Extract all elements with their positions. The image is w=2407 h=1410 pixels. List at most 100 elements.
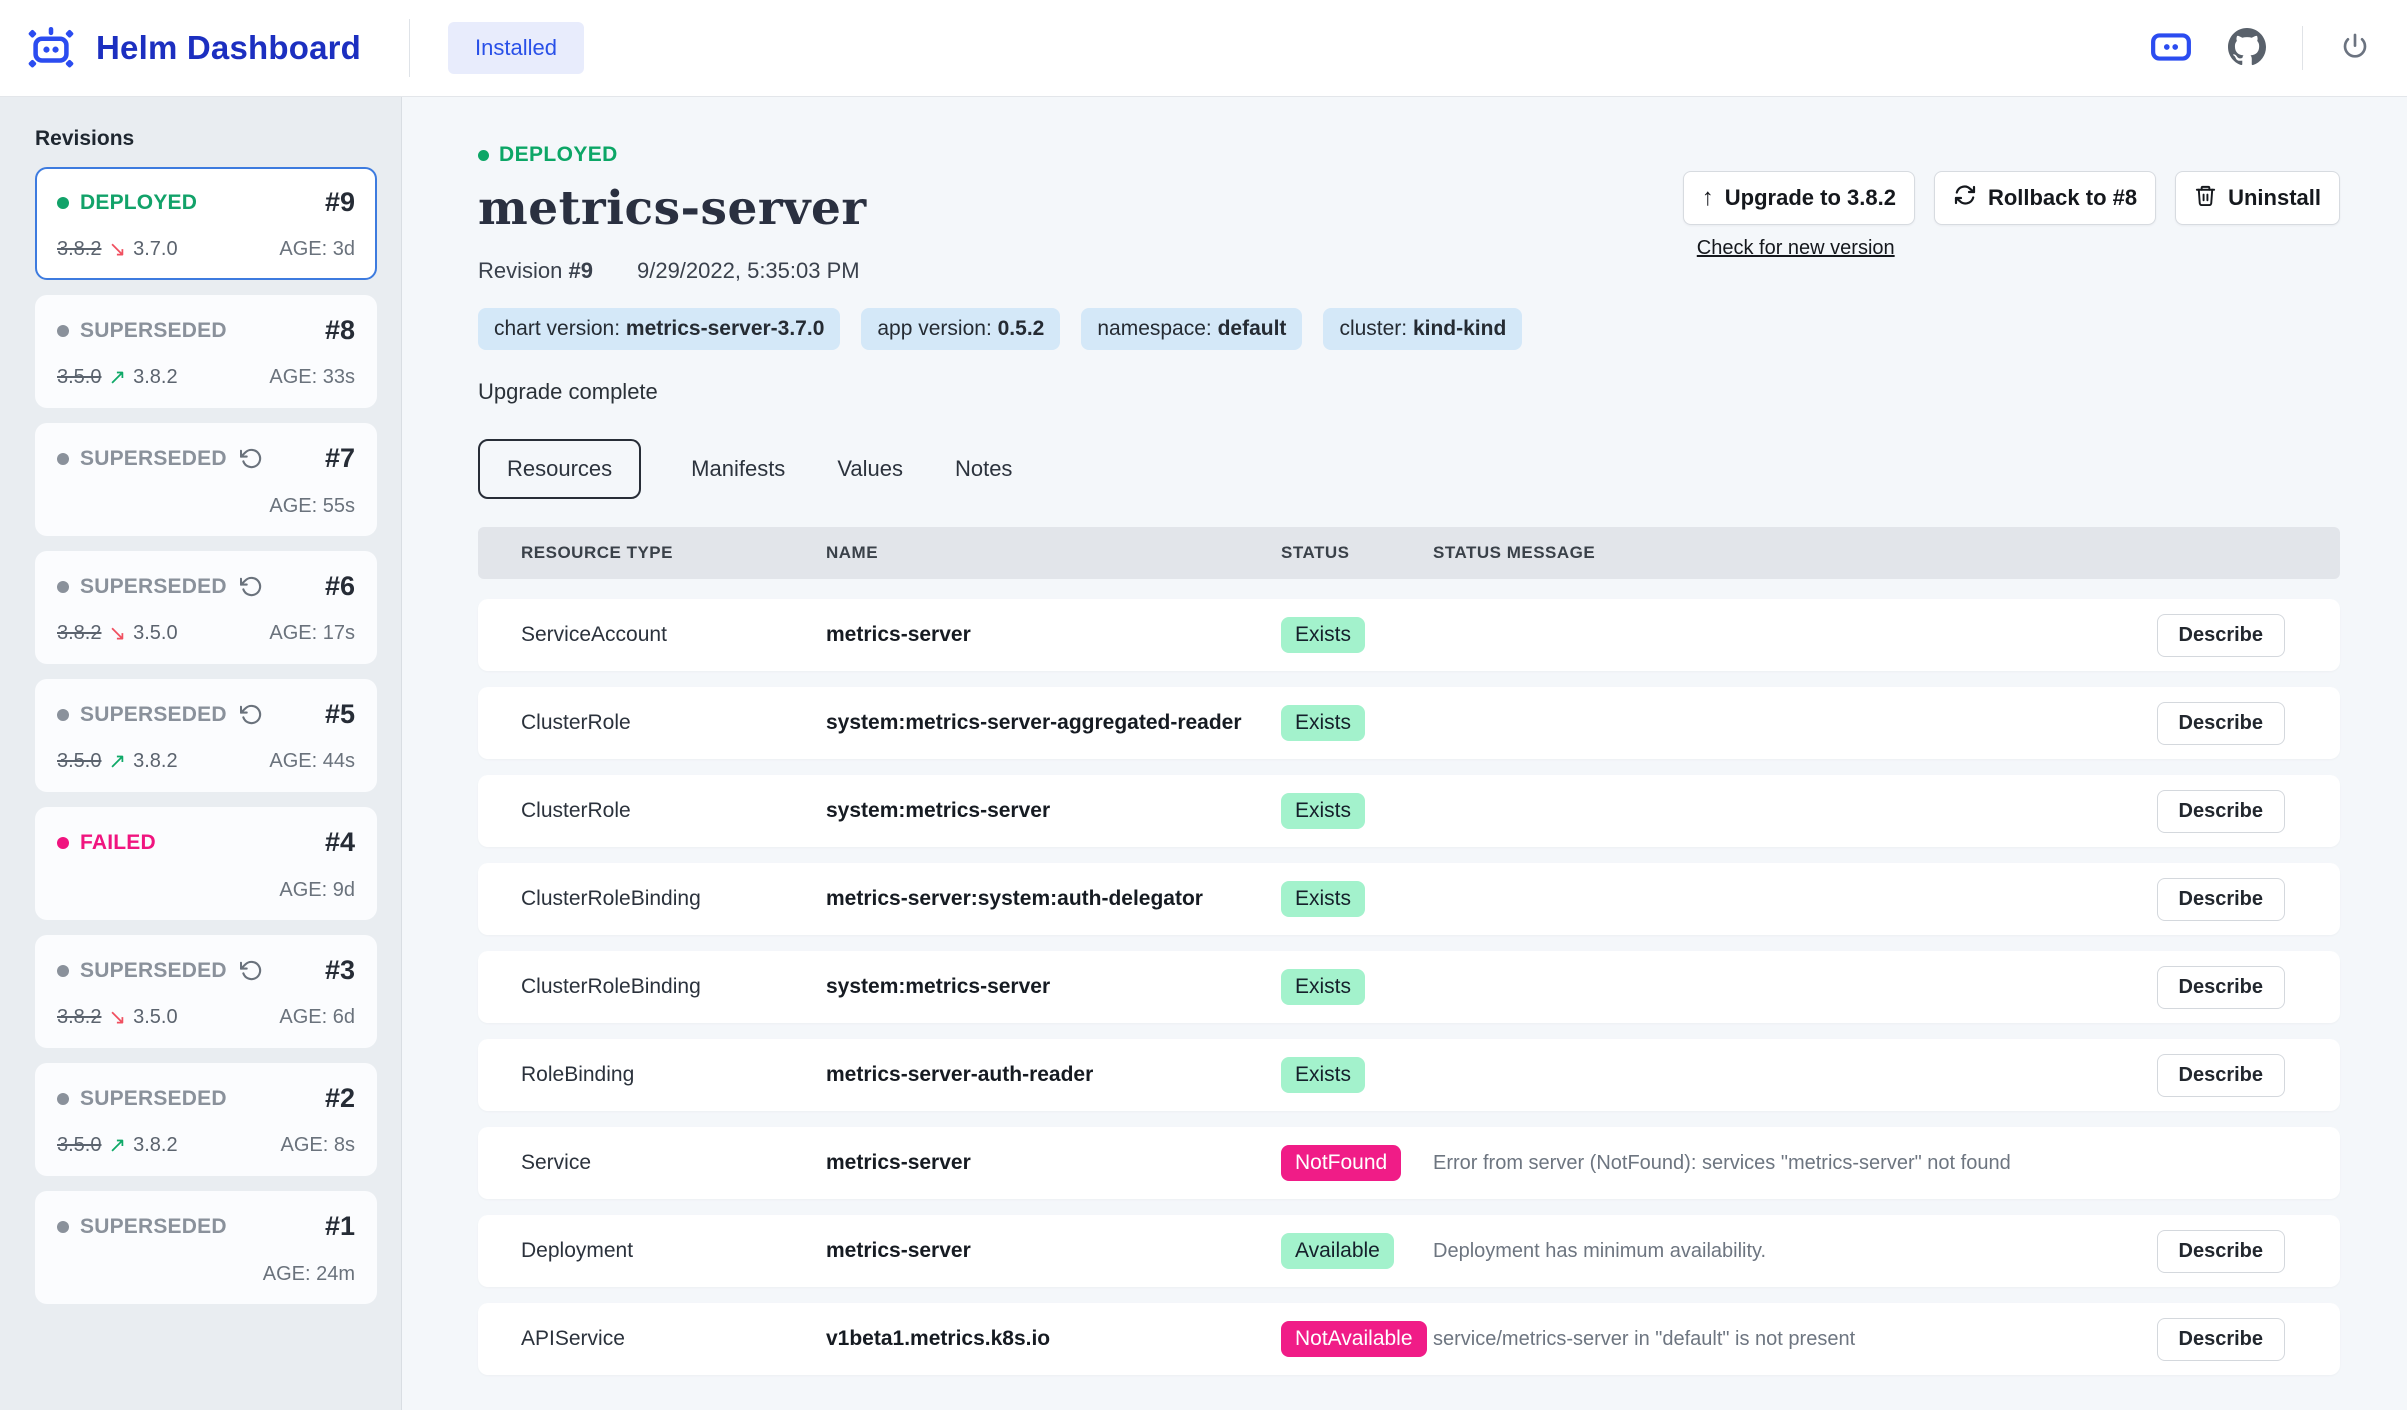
detail-tabs: Resources Manifests Values Notes — [478, 439, 2340, 499]
chip-label: namespace: — [1097, 317, 1212, 340]
reload-icon — [239, 575, 263, 598]
table-row: ClusterRole system:metrics-server Exists… — [478, 775, 2340, 847]
revision-card[interactable]: SUPERSEDED #1 AGE: 24m — [35, 1191, 377, 1304]
revision-number: #7 — [324, 443, 355, 473]
table-row: Service metrics-server NotFound Error fr… — [478, 1127, 2340, 1199]
revision-status: SUPERSEDED — [57, 319, 227, 343]
nav-installed-button[interactable]: Installed — [448, 22, 584, 74]
revision-number: #2 — [324, 1083, 355, 1113]
uninstall-button[interactable]: Uninstall — [2175, 171, 2340, 225]
revision-status-label: SUPERSEDED — [80, 318, 227, 342]
tab[interactable]: Manifests — [691, 456, 786, 481]
release-meta-chips: chart version: metrics-server-3.7.0 app … — [478, 308, 2340, 350]
status-dot-icon — [57, 708, 69, 721]
describe-button[interactable]: Describe — [2156, 1053, 2285, 1097]
revision-status: SUPERSEDED — [57, 447, 263, 471]
shutdown-button[interactable] — [2339, 31, 2371, 66]
describe-button[interactable]: Describe — [2156, 1229, 2285, 1273]
resource-type: RoleBinding — [521, 1063, 635, 1086]
describe-button[interactable]: Describe — [2156, 613, 2285, 657]
resource-name: metrics-server — [826, 623, 971, 646]
table-row: ClusterRole system:metrics-server-aggreg… — [478, 687, 2340, 759]
revision-card[interactable]: SUPERSEDED #5 3.5.0 ↗ — [35, 679, 377, 792]
version-new: 3.5.0 — [133, 1006, 178, 1028]
resource-name: metrics-server:system:auth-delegator — [826, 887, 1203, 910]
status-message: Error from server (NotFound): services "… — [1433, 1151, 2011, 1174]
describe-button[interactable]: Describe — [2156, 701, 2285, 745]
robot-face-icon — [2150, 31, 2192, 66]
revision-status: SUPERSEDED — [57, 703, 263, 727]
resource-type: ClusterRoleBinding — [521, 887, 701, 910]
status-dot-icon — [478, 149, 489, 161]
describe-button[interactable]: Describe — [2156, 877, 2285, 921]
status-badge: Exists — [1281, 617, 1366, 653]
table-row: ClusterRoleBinding system:metrics-server… — [478, 951, 2340, 1023]
upgrade-button[interactable]: ↑ Upgrade to 3.8.2 — [1682, 171, 1915, 225]
col-name: NAME — [826, 543, 879, 562]
resource-type: ServiceAccount — [521, 623, 667, 646]
chip-value: metrics-server-3.7.0 — [625, 317, 825, 340]
revision-card[interactable]: DEPLOYED #9 3.8.2 ↘ 3.7.0 AGE: 3d — [35, 167, 377, 280]
version-old: 3.5.0 — [57, 1134, 102, 1156]
revisions-sidebar: Revisions DEPLOYED #9 3.8.2 — [0, 97, 402, 1410]
revision-age: AGE: 3d — [279, 238, 355, 260]
revision-status: FAILED — [57, 831, 156, 855]
robot-panel-button[interactable] — [2150, 31, 2192, 66]
status-dot-icon — [57, 196, 69, 209]
status-badge: NotAvailable — [1281, 1321, 1427, 1357]
revision-card[interactable]: FAILED #4 AGE: 9d — [35, 807, 377, 920]
release-name: metrics-server — [478, 181, 867, 236]
revision-indicator: Revision #9 — [478, 258, 593, 283]
trash-icon — [2194, 184, 2217, 213]
revision-number: #9 — [568, 258, 593, 283]
home-link[interactable]: Helm Dashboard — [22, 17, 361, 80]
meta-chip: chart version: metrics-server-3.7.0 — [478, 308, 841, 350]
rollback-button[interactable]: Rollback to #8 — [1933, 171, 2157, 225]
revision-card[interactable]: SUPERSEDED #6 3.8.2 ↘ — [35, 551, 377, 664]
version-change: 3.5.0 ↗ 3.8.2 — [57, 749, 178, 774]
resource-name: system:metrics-server — [826, 799, 1051, 822]
release-message: Upgrade complete — [478, 379, 658, 404]
table-header: RESOURCE TYPE NAME STATUS STATUS MESSAGE — [478, 527, 2340, 579]
revision-number: #4 — [324, 827, 355, 857]
revision-card[interactable]: SUPERSEDED #3 3.8.2 ↘ — [35, 935, 377, 1048]
check-new-version-link[interactable]: Check for new version — [1696, 237, 1895, 259]
release-detail-panel: DEPLOYED metrics-server Revision #9 9/29… — [402, 97, 2407, 1410]
revision-status: DEPLOYED — [57, 191, 197, 215]
version-old: 3.5.0 — [57, 366, 102, 388]
revision-card[interactable]: SUPERSEDED #7 AGE: 55s — [35, 423, 377, 536]
tab[interactable]: Values — [837, 456, 903, 481]
version-change: 3.5.0 ↗ 3.8.2 — [57, 1133, 178, 1158]
status-badge: NotFound — [1281, 1145, 1402, 1181]
describe-button[interactable]: Describe — [2156, 1317, 2285, 1361]
tab[interactable]: Resources — [478, 439, 642, 499]
revision-status-label: DEPLOYED — [80, 190, 198, 214]
version-old: 3.8.2 — [57, 238, 102, 260]
resource-type: Service — [521, 1151, 592, 1174]
describe-button[interactable]: Describe — [2156, 965, 2285, 1009]
version-old: 3.8.2 — [57, 1006, 102, 1028]
revision-status-label: SUPERSEDED — [80, 1086, 227, 1110]
revision-age: AGE: 9d — [279, 878, 355, 901]
table-row: RoleBinding metrics-server-auth-reader E… — [478, 1039, 2340, 1111]
github-button[interactable] — [2228, 27, 2266, 69]
chip-label: chart version: — [494, 317, 621, 340]
table-row: Deployment metrics-server Available Depl… — [478, 1215, 2340, 1287]
revision-card[interactable]: SUPERSEDED #2 3.5.0 ↗ 3.8.2 AGE: 8s — [35, 1063, 377, 1176]
status-badge: Exists — [1281, 881, 1366, 917]
table-body: ServiceAccount metrics-server Exists Des… — [478, 599, 2340, 1375]
robot-logo-icon — [22, 17, 80, 80]
status-message: service/metrics-server in "default" is n… — [1433, 1327, 1856, 1350]
status-dot-icon — [57, 1220, 69, 1233]
revision-status-label: FAILED — [80, 830, 156, 854]
status-message: Deployment has minimum availability. — [1433, 1239, 1767, 1262]
table-row: ServiceAccount metrics-server Exists Des… — [478, 599, 2340, 671]
version-change: 3.5.0 ↗ 3.8.2 — [57, 365, 178, 390]
version-change: 3.8.2 ↘ 3.7.0 — [57, 237, 178, 262]
status-badge: Exists — [1281, 705, 1366, 741]
revision-card[interactable]: SUPERSEDED #8 3.5.0 ↗ 3.8.2 AGE: 33s — [35, 295, 377, 408]
tab[interactable]: Notes — [954, 456, 1013, 481]
version-new: 3.7.0 — [133, 238, 178, 260]
describe-button[interactable]: Describe — [2156, 789, 2285, 833]
reload-icon — [239, 447, 263, 470]
